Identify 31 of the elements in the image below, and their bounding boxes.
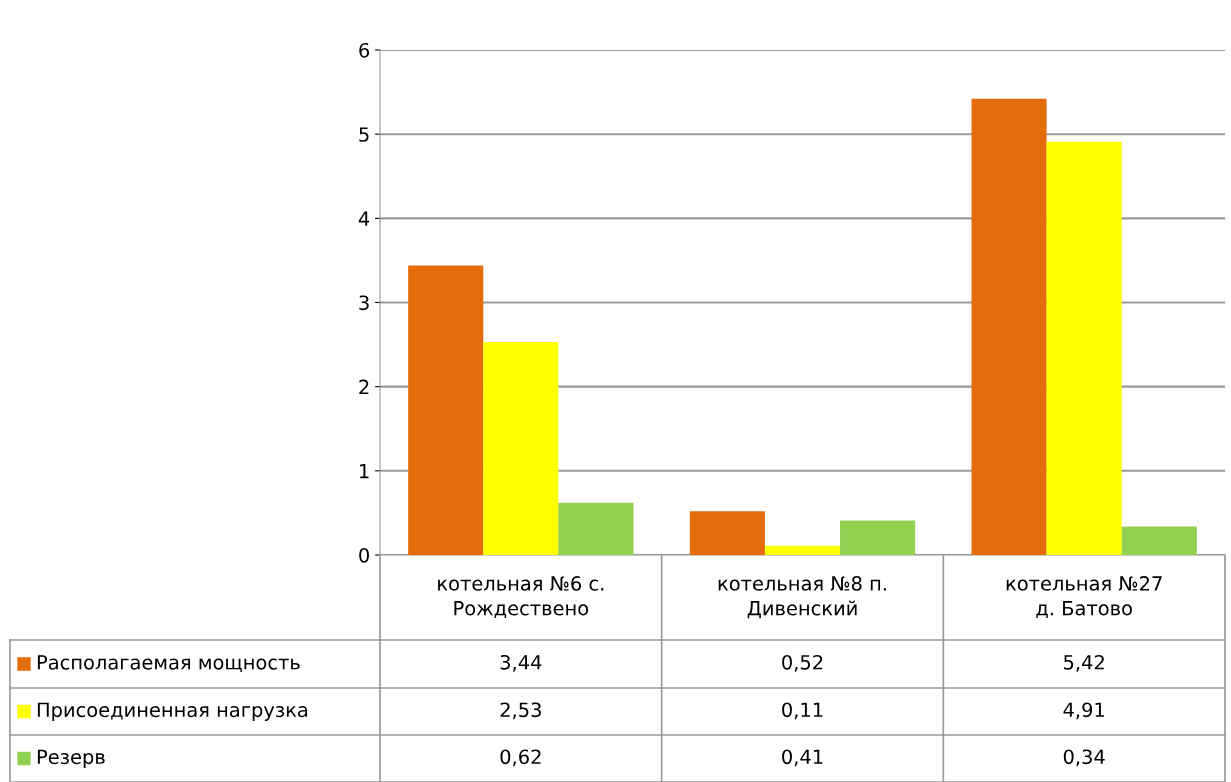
data-label: 0,11 [782, 702, 823, 720]
x-tick-label: котельная №6 с. Рождествено [438, 576, 604, 618]
y-tick-label: 5 [359, 127, 369, 142]
bar [840, 520, 916, 555]
data-label: 0,62 [500, 749, 541, 767]
bar [689, 511, 765, 555]
legend-label: Резерв [37, 749, 105, 768]
data-label: 0,41 [782, 749, 823, 767]
bar [1046, 141, 1122, 555]
x-tick-label: котельная №8 п. Дивенский [718, 576, 886, 619]
bar [971, 98, 1047, 555]
bar [408, 265, 484, 555]
data-label: 2,53 [500, 702, 541, 720]
y-tick-label: 2 [359, 379, 369, 395]
data-label: 0,52 [782, 654, 823, 672]
y-tick-label: 1 [360, 464, 369, 479]
data-label: 5,42 [1064, 654, 1104, 672]
data-label: 3,44 [500, 654, 542, 672]
y-tick-label: 6 [359, 42, 370, 58]
bar [764, 545, 841, 555]
bar [558, 502, 634, 555]
x-tick-label: котельная №27 д. Батово [1006, 576, 1162, 618]
legend-label: Располагаемая мощность [37, 655, 300, 673]
data-label: 0,34 [1063, 749, 1105, 767]
bar [1121, 526, 1197, 555]
y-tick-label: 4 [358, 211, 370, 226]
legend-label: Присоединенная нагрузка [37, 702, 308, 721]
y-tick-label: 3 [359, 295, 369, 311]
y-tick-label: 0 [359, 547, 369, 563]
bar [483, 342, 559, 555]
data-label: 4,91 [1063, 702, 1105, 720]
